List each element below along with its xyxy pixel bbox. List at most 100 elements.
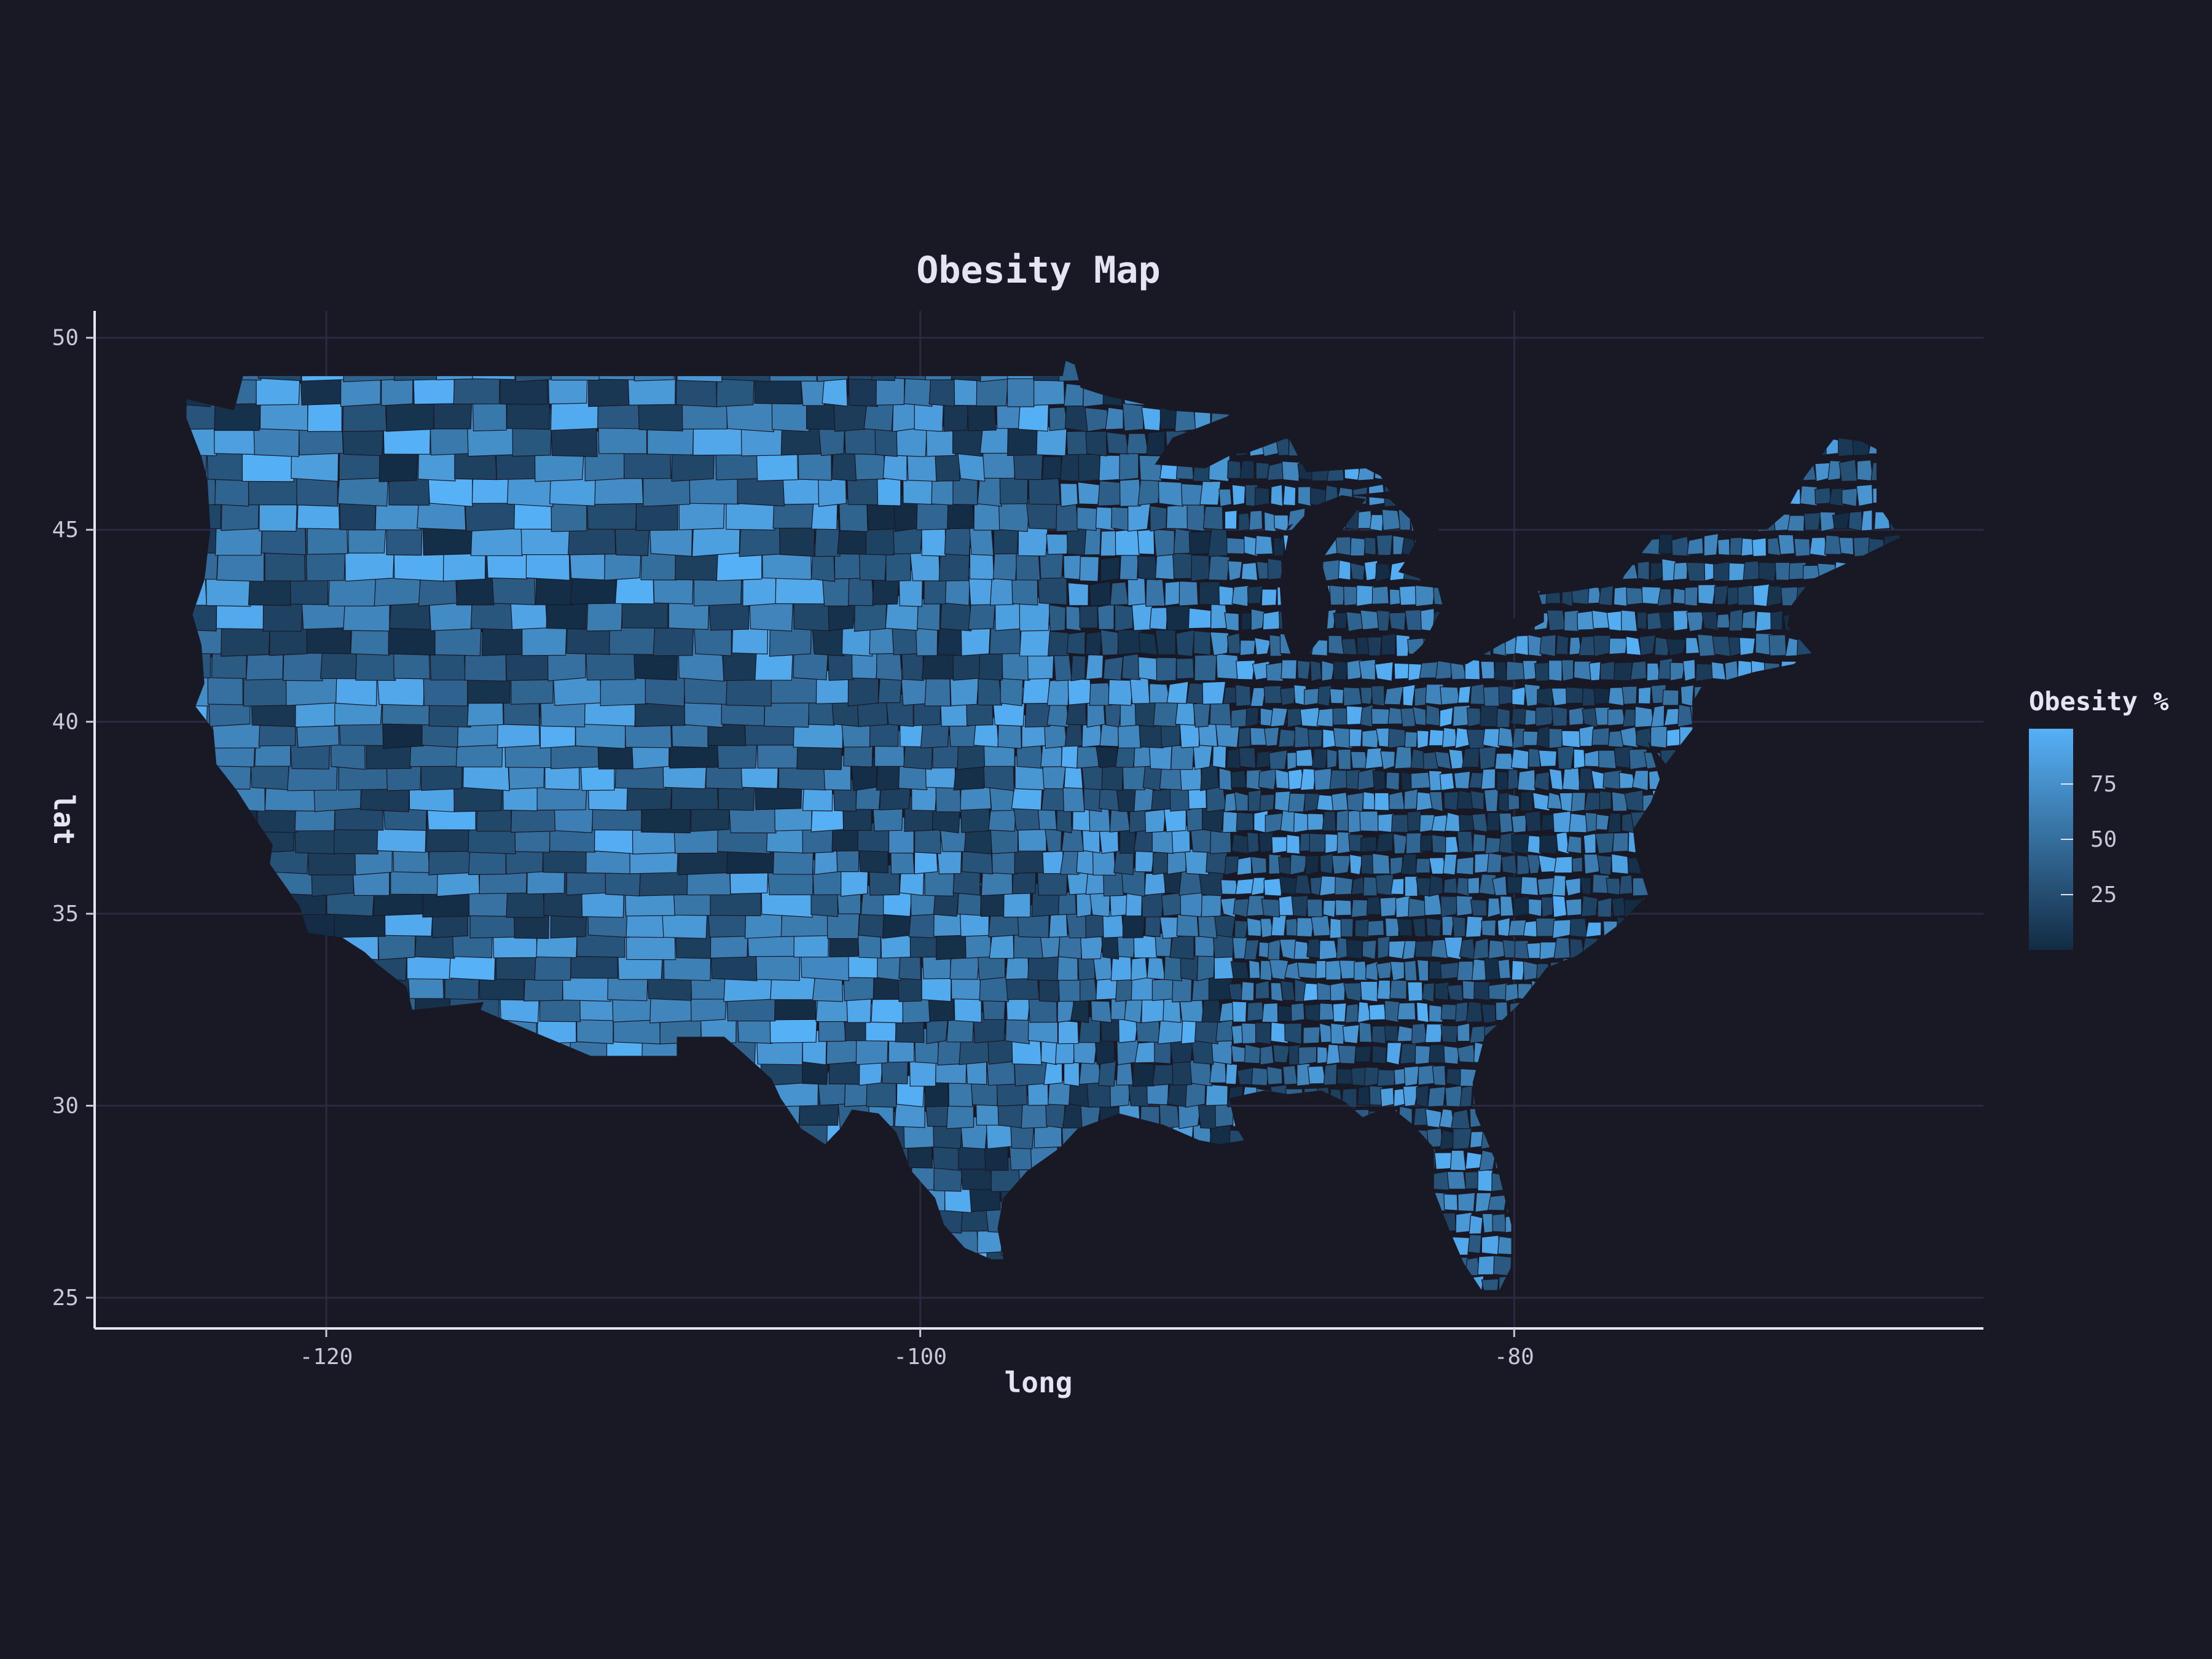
- county-cell: [1296, 917, 1315, 938]
- county-cell: [1270, 982, 1284, 1002]
- county-cell: [1263, 511, 1277, 532]
- county-cell: [1469, 1214, 1483, 1234]
- county-cell: [1597, 897, 1612, 918]
- county-cell: [1329, 688, 1344, 704]
- county-cell: [1371, 586, 1389, 605]
- county-cell: [1439, 772, 1455, 791]
- county-cell: [1329, 769, 1348, 790]
- county-cell: [1250, 687, 1266, 707]
- county-cell: [1510, 748, 1529, 770]
- county-cell: [1271, 836, 1288, 854]
- county-cell: [1307, 813, 1325, 831]
- county-cell: [1514, 635, 1529, 656]
- county-cell: [1376, 534, 1393, 556]
- county-cell: [1392, 535, 1405, 555]
- county-cell: [1333, 661, 1349, 680]
- county-cell: [1270, 1022, 1289, 1044]
- county-cell: [1539, 941, 1557, 960]
- county-cell: [1741, 610, 1756, 629]
- county-cell: [1569, 918, 1588, 938]
- county-cell: [1481, 1278, 1499, 1290]
- county-cell: [1084, 631, 1102, 656]
- county-cell: [1416, 730, 1430, 749]
- county-cell: [1351, 899, 1368, 918]
- county-cell: [1685, 637, 1700, 654]
- county-cell: [1293, 684, 1307, 706]
- county-cell: [1548, 768, 1564, 791]
- county-cell: [1507, 768, 1519, 790]
- county-cell: [1097, 603, 1115, 630]
- county-cell: [1650, 725, 1668, 748]
- county-cell: [1824, 535, 1842, 555]
- county-cell: [1046, 533, 1069, 555]
- county-cell: [1422, 751, 1439, 770]
- county-cell: [1274, 514, 1289, 532]
- county-cell: [1151, 978, 1175, 1002]
- county-cell: [1185, 1083, 1206, 1108]
- county-cell: [1443, 853, 1457, 876]
- legend-title: Obesity %: [2029, 686, 2169, 716]
- county-cell: [1526, 853, 1542, 874]
- county-cell: [1381, 633, 1396, 656]
- county-cell: [1512, 686, 1526, 706]
- county-cell: [1100, 557, 1120, 582]
- county-cell: [1416, 1084, 1429, 1108]
- county-cell: [1439, 707, 1454, 728]
- county-cell: [1201, 807, 1225, 833]
- county-cell: [1637, 686, 1652, 705]
- county-cell: [1092, 850, 1116, 876]
- county-cell: [1607, 708, 1626, 726]
- county-cell: [1711, 661, 1727, 681]
- county-cell: [1371, 1026, 1386, 1045]
- county-cell: [1330, 981, 1346, 1002]
- county-cell: [1508, 793, 1520, 811]
- county-cell: [1188, 531, 1211, 555]
- county-cell: [1579, 725, 1594, 747]
- county-cell: [1078, 1061, 1102, 1085]
- county-cell: [1166, 504, 1190, 530]
- county-cell: [1279, 686, 1296, 706]
- county-cell: [1606, 610, 1624, 632]
- county-cell: [1360, 610, 1380, 630]
- county-cell: [1281, 460, 1301, 482]
- county-cell: [1296, 660, 1311, 680]
- county-cell: [1564, 877, 1581, 896]
- county-cell: [1218, 767, 1233, 791]
- county-cell: [1350, 562, 1366, 581]
- county-cell: [1585, 812, 1599, 833]
- county-cell: [1100, 629, 1120, 656]
- county-cell: [1346, 659, 1362, 680]
- county-cell: [1573, 748, 1586, 769]
- county-cell: [1496, 707, 1511, 728]
- county-cell: [1488, 939, 1506, 960]
- county-cell: [1607, 730, 1624, 748]
- legend-ticks: 25 50 75: [2061, 772, 2117, 908]
- county-cell: [1697, 633, 1716, 657]
- county-cell: [1514, 940, 1530, 960]
- county-cell: [1085, 914, 1104, 938]
- county-cell: [1224, 792, 1237, 812]
- county-cell: [1260, 1045, 1274, 1065]
- county-cell: [1524, 810, 1542, 832]
- county-cell: [1202, 506, 1223, 530]
- county-cell: [1375, 563, 1391, 582]
- county-cell: [1539, 634, 1556, 657]
- county-cell: [1650, 705, 1665, 728]
- county-cell: [1517, 769, 1536, 791]
- county-cell: [1290, 1002, 1305, 1022]
- county-cell: [1591, 770, 1607, 790]
- county-cell: [1484, 837, 1502, 855]
- county-cell: [1270, 484, 1284, 507]
- county-cell: [1360, 981, 1378, 1003]
- county-cell: [1309, 833, 1327, 853]
- county-cell: [1579, 767, 1594, 791]
- county-cell: [1425, 704, 1441, 727]
- county-cell: [1214, 915, 1236, 938]
- county-cell: [1581, 895, 1598, 917]
- county-cell: [1041, 786, 1065, 812]
- county-cell: [1042, 763, 1067, 790]
- county-cell: [1520, 876, 1539, 896]
- county-cell: [1523, 920, 1540, 938]
- county-cell: [1443, 877, 1458, 894]
- county-cell: [1473, 938, 1489, 960]
